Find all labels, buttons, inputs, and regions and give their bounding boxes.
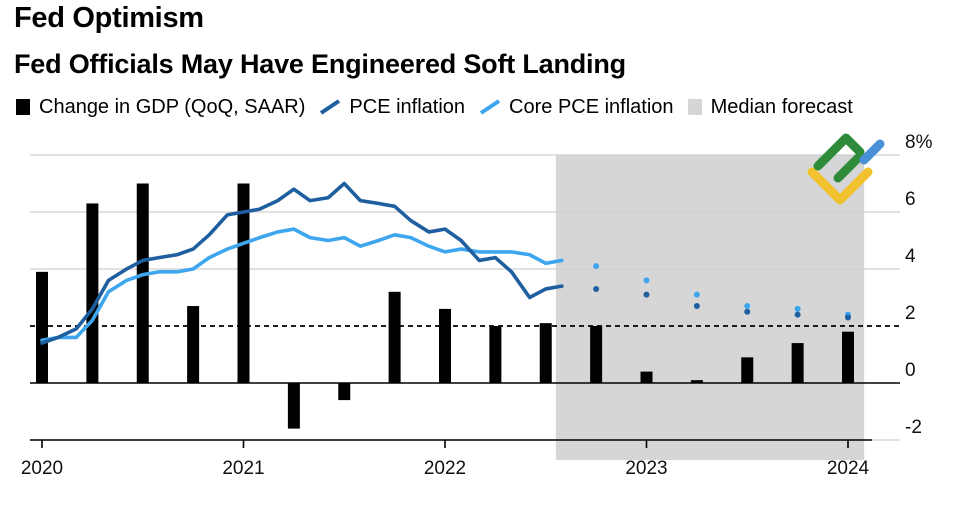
gdp-bar	[388, 291, 401, 383]
pce-forecast-dot	[794, 311, 801, 318]
core-pce-forecast-dot	[643, 277, 650, 284]
gdp-bar	[590, 326, 603, 383]
core-pce-forecast-dot	[744, 303, 751, 310]
chart-title: Fed Officials May Have Engineered Soft L…	[14, 49, 626, 79]
y-tick-label: 4	[905, 246, 916, 267]
legend-item-gdp: Change in GDP (QoQ, SAAR)	[16, 96, 305, 119]
y-tick-label: 2	[905, 303, 916, 324]
gdp-bar	[36, 271, 48, 383]
gdp-bar	[187, 306, 200, 383]
pce-forecast-dot	[593, 285, 600, 292]
legend-item-pce: PCE inflation	[319, 96, 465, 119]
y-tick-label: 0	[905, 360, 916, 381]
gdp-bar	[439, 308, 451, 383]
core-pce-forecast-dot	[794, 305, 801, 312]
gdp-bar	[136, 183, 149, 383]
gdp-bar	[237, 183, 250, 383]
legend-swatch-core-pce	[479, 99, 501, 115]
legend-swatch-gdp	[16, 99, 30, 115]
legend-label-forecast: Median forecast	[710, 95, 853, 118]
legend: Change in GDP (QoQ, SAAR) PCE inflation …	[16, 93, 867, 121]
gdp-bar	[842, 331, 854, 383]
core-pce-forecast-dot	[693, 291, 700, 298]
x-tick-label: 2021	[222, 458, 264, 479]
gdp-bar	[338, 383, 351, 401]
gdp-bar	[741, 357, 754, 383]
gdp-bar	[489, 326, 502, 383]
x-tick-label: 2020	[21, 458, 63, 479]
legend-swatch-pce	[320, 99, 341, 115]
forecast-region	[555, 155, 865, 460]
y-tick-label: 6	[905, 189, 916, 210]
legend-label-pce: PCE inflation	[349, 95, 466, 118]
legend-item-core-pce: Core PCE inflation	[479, 96, 674, 119]
pce-line	[40, 181, 564, 345]
legend-item-forecast: Median forecast	[687, 95, 853, 119]
pce-forecast-dot	[693, 303, 700, 310]
core-pce-forecast-dot	[593, 263, 600, 270]
x-tick-label: 2023	[625, 458, 667, 479]
watermark-logo	[807, 133, 885, 205]
x-tick-label: 2024	[827, 458, 870, 479]
chart-supertitle: Fed Optimism	[14, 2, 204, 34]
legend-swatch-forecast	[687, 99, 702, 115]
gdp-bar	[86, 203, 99, 383]
y-tick-label: -2	[905, 417, 922, 438]
core-pce-line	[40, 227, 564, 343]
gdp-bar	[640, 371, 653, 383]
gdp-bar	[539, 323, 552, 383]
y-tick-label: 8%	[905, 132, 933, 153]
pce-forecast-dot	[744, 308, 751, 315]
gdp-bar	[287, 383, 300, 429]
pce-forecast-dot	[643, 291, 650, 298]
legend-label-gdp: Change in GDP (QoQ, SAAR)	[39, 95, 306, 118]
x-tick-label: 2022	[424, 458, 466, 479]
pce-forecast-dot	[845, 314, 851, 321]
gdp-bar	[690, 380, 703, 383]
legend-label-core-pce: Core PCE inflation	[509, 95, 674, 118]
gdp-bar	[791, 343, 804, 383]
